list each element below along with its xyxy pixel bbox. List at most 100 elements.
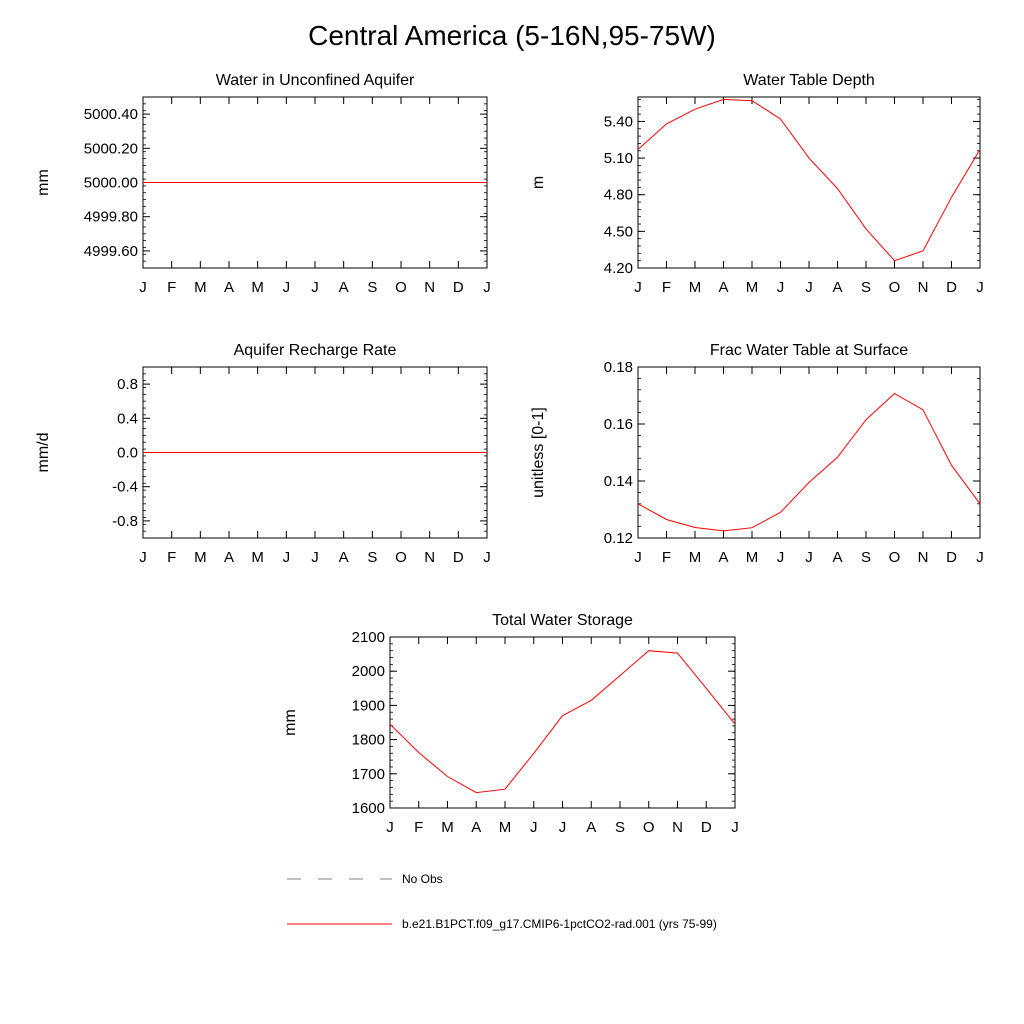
x-tick-label: S — [367, 279, 377, 296]
x-tick-label: M — [499, 819, 512, 836]
x-tick-label: O — [395, 549, 407, 566]
plot-frame — [637, 96, 981, 269]
x-tick-label: F — [662, 549, 671, 566]
figure-title: Central America (5-16N,95-75W) — [308, 20, 716, 51]
y-tick-label: 0.0 — [117, 445, 138, 462]
x-tick-label: J — [139, 279, 147, 296]
x-tick-label: F — [414, 819, 423, 836]
plot-frame — [637, 366, 981, 539]
y-tick-label: 2100 — [352, 629, 385, 646]
x-tick-label: J — [530, 819, 538, 836]
x-tick-label: M — [746, 279, 759, 296]
x-tick-label: O — [643, 819, 655, 836]
x-tick-label: M — [689, 549, 702, 566]
x-tick-label: A — [718, 279, 728, 296]
x-tick-label: M — [251, 549, 264, 566]
x-tick-label: J — [777, 279, 785, 296]
y-axis-label: unitless [0-1] — [530, 407, 547, 498]
x-tick-label: J — [634, 279, 642, 296]
x-tick-label: J — [311, 549, 319, 566]
x-tick-label: J — [283, 549, 291, 566]
y-tick-label: 2000 — [352, 663, 385, 680]
x-tick-label: J — [139, 549, 147, 566]
y-axis-label: mm/d — [35, 433, 52, 473]
x-tick-label: D — [946, 549, 957, 566]
x-tick-label: F — [662, 279, 671, 296]
y-tick-label: -0.8 — [112, 513, 138, 530]
x-tick-label: J — [976, 549, 984, 566]
x-tick-label: J — [976, 279, 984, 296]
y-tick-label: 5000.00 — [84, 175, 138, 192]
x-tick-label: A — [339, 549, 349, 566]
x-tick-label: M — [441, 819, 454, 836]
series-line — [389, 650, 736, 794]
legend-item-1: No Obs — [287, 872, 443, 886]
x-tick-label: M — [194, 279, 207, 296]
x-tick-label: S — [615, 819, 625, 836]
x-tick-label: J — [805, 549, 813, 566]
y-tick-label: 0.14 — [604, 473, 633, 490]
series-line — [637, 98, 981, 262]
y-tick-label: 5.10 — [604, 150, 633, 167]
x-tick-label: A — [224, 549, 234, 566]
y-tick-label: 5.40 — [604, 113, 633, 130]
y-tick-label: 0.16 — [604, 416, 633, 433]
x-tick-label: J — [483, 279, 491, 296]
x-tick-label: M — [746, 549, 759, 566]
x-tick-label: A — [718, 549, 728, 566]
x-tick-label: J — [311, 279, 319, 296]
x-tick-label: N — [918, 549, 929, 566]
x-tick-label: M — [251, 279, 264, 296]
x-tick-label: F — [167, 549, 176, 566]
x-tick-label: N — [424, 549, 435, 566]
x-tick-label: A — [471, 819, 481, 836]
y-axis: 4999.60 4999.80 5000.00 5000.20 5000.40 — [84, 96, 487, 269]
y-axis: 0.12 0.14 0.16 0.18 — [604, 359, 980, 547]
legend-item-2: b.e21.B1PCT.f09_g17.CMIP6-1pctCO2-rad.00… — [287, 917, 717, 931]
x-tick-label: J — [386, 819, 394, 836]
y-tick-label: 4.80 — [604, 187, 633, 204]
chart-title: Total Water Storage — [492, 612, 633, 629]
y-tick-label: 1800 — [352, 732, 385, 749]
y-tick-label: 0.8 — [117, 376, 138, 393]
y-tick-label: 1700 — [352, 766, 385, 783]
x-tick-label: F — [167, 279, 176, 296]
y-axis: 1600 1700 1800 1900 2000 2100 — [352, 629, 735, 817]
y-axis: 4.20 4.50 4.80 5.10 5.40 — [604, 99, 980, 277]
y-tick-label: 1900 — [352, 697, 385, 714]
x-tick-label: N — [672, 819, 683, 836]
y-tick-label: 4.20 — [604, 260, 633, 277]
x-tick-label: A — [832, 279, 842, 296]
x-tick-label: O — [889, 549, 901, 566]
x-tick-label: M — [194, 549, 207, 566]
x-tick-label: J — [777, 549, 785, 566]
x-tick-label: A — [224, 279, 234, 296]
x-tick-label: D — [701, 819, 712, 836]
chart-title: Water in Unconfined Aquifer — [216, 72, 415, 89]
x-tick-label: J — [483, 549, 491, 566]
x-tick-label: A — [586, 819, 596, 836]
y-tick-label: 4.50 — [604, 223, 633, 240]
x-tick-label: J — [283, 279, 291, 296]
y-tick-label: 4999.60 — [84, 243, 138, 260]
y-tick-label: 1600 — [352, 800, 385, 817]
series-line — [637, 392, 981, 532]
y-tick-label: 0.4 — [117, 410, 138, 427]
x-tick-label: J — [805, 279, 813, 296]
y-tick-label: 5000.40 — [84, 106, 138, 123]
legend-label: b.e21.B1PCT.f09_g17.CMIP6-1pctCO2-rad.00… — [402, 917, 717, 931]
chart-title: Aquifer Recharge Rate — [234, 342, 397, 359]
y-tick-label: 0.18 — [604, 359, 633, 376]
plot-frame — [389, 636, 736, 809]
x-tick-label: S — [861, 549, 871, 566]
y-axis: -0.8 -0.4 0.0 0.4 0.8 — [112, 366, 487, 539]
x-tick-label: J — [559, 819, 567, 836]
